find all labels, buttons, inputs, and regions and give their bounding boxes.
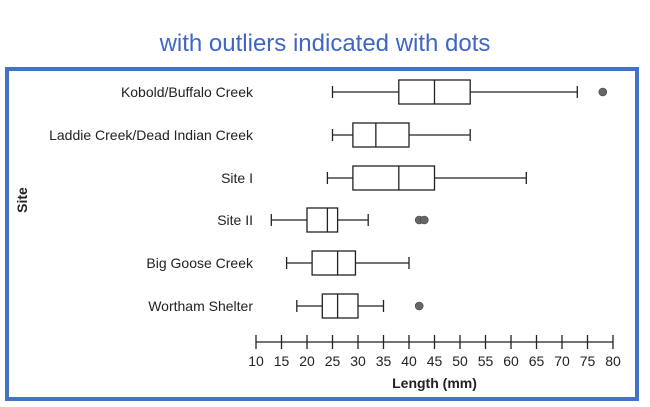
y-axis-title: Site (14, 187, 30, 213)
x-axis-title: Length (mm) (392, 375, 477, 391)
x-tick-label: 50 (452, 353, 468, 369)
category-label: Big Goose Creek (146, 255, 254, 271)
outlier-dot (598, 87, 608, 97)
box-iqr (352, 122, 410, 148)
x-tick-label: 45 (427, 353, 443, 369)
x-tick-label: 15 (274, 353, 290, 369)
category-label: Laddie Creek/Dead Indian Creek (49, 127, 254, 143)
category-label: Wortham Shelter (148, 298, 253, 314)
x-tick-label: 10 (248, 353, 264, 369)
outlier-dot (419, 215, 429, 225)
box-iqr (352, 165, 436, 191)
box-iqr (311, 250, 357, 276)
x-tick-label: 40 (401, 353, 417, 369)
x-tick-label: 80 (605, 353, 621, 369)
x-tick-label: 75 (580, 353, 596, 369)
x-tick-label: 35 (376, 353, 392, 369)
x-tick-label: 30 (350, 353, 366, 369)
chart-heading: with outliers indicated with dots (159, 30, 491, 57)
category-label: Kobold/Buffalo Creek (121, 84, 254, 100)
x-tick-label: 60 (503, 353, 519, 369)
x-tick-label: 25 (325, 353, 341, 369)
box-iqr (321, 293, 359, 319)
box-iqr (306, 207, 339, 233)
x-tick-label: 70 (554, 353, 570, 369)
x-tick-label: 55 (478, 353, 494, 369)
outlier-dot (414, 301, 424, 311)
category-label: Site I (221, 170, 253, 186)
chart-frame (5, 67, 639, 401)
x-tick-label: 20 (299, 353, 315, 369)
x-tick-label: 65 (529, 353, 545, 369)
category-label: Site II (217, 212, 253, 228)
